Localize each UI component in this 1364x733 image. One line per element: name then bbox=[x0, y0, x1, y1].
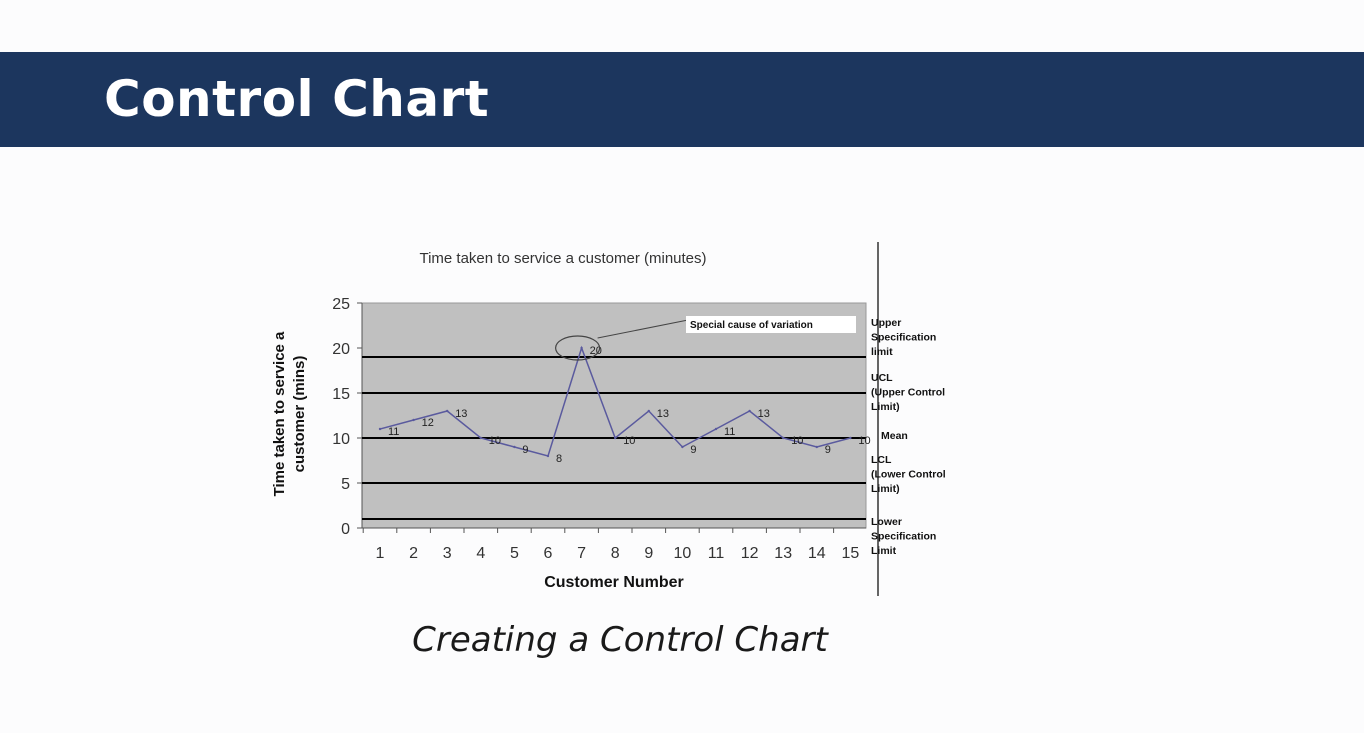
y-tick-label: 10 bbox=[332, 431, 350, 448]
data-label: 10 bbox=[489, 435, 501, 447]
data-point bbox=[446, 409, 449, 413]
data-label: 8 bbox=[556, 453, 562, 465]
reference-line-label: UCL (Upper Control Limit) bbox=[871, 372, 945, 413]
plot-area bbox=[361, 302, 867, 529]
x-tick-label: 6 bbox=[544, 545, 553, 562]
y-tick-label: 25 bbox=[332, 296, 350, 313]
reference-line-label: LCL (Lower Control Limit) bbox=[871, 454, 946, 495]
x-tick-label: 8 bbox=[611, 545, 620, 562]
annotation-leader-line bbox=[597, 319, 689, 339]
data-label: 10 bbox=[791, 435, 803, 447]
x-tick-label: 9 bbox=[644, 545, 653, 562]
slide-caption: Creating a Control Chart bbox=[412, 620, 828, 660]
data-point bbox=[849, 436, 852, 440]
x-tick-label: 13 bbox=[774, 545, 792, 562]
x-tick-label: 12 bbox=[741, 545, 759, 562]
reference-line-label: Upper Specification limit bbox=[871, 317, 936, 358]
data-point bbox=[815, 445, 818, 449]
x-axis-title: Customer Number bbox=[544, 574, 684, 591]
data-label: 10 bbox=[623, 435, 635, 447]
data-label: 13 bbox=[455, 408, 467, 420]
data-point bbox=[714, 427, 718, 431]
data-point bbox=[614, 436, 617, 440]
x-tick-label: 3 bbox=[443, 545, 452, 562]
data-label: 10 bbox=[858, 435, 870, 447]
data-label: 11 bbox=[388, 426, 399, 438]
data-point bbox=[479, 436, 482, 440]
y-tick-label: 0 bbox=[341, 521, 350, 538]
data-label: 9 bbox=[825, 444, 831, 456]
y-axis-title: Time taken to service a bbox=[271, 331, 288, 496]
data-label: 9 bbox=[522, 444, 528, 456]
data-label: 13 bbox=[758, 408, 770, 420]
x-tick-label: 15 bbox=[842, 545, 860, 562]
slide-header-bar bbox=[0, 52, 1364, 147]
y-tick-label: 20 bbox=[332, 341, 350, 358]
data-point bbox=[647, 409, 650, 413]
data-point bbox=[378, 427, 382, 431]
data-point bbox=[748, 409, 751, 413]
x-tick-label: 4 bbox=[476, 545, 485, 562]
annotation-text: Special cause of variation bbox=[690, 320, 813, 331]
data-point bbox=[546, 454, 550, 458]
y-tick-label: 5 bbox=[341, 476, 350, 493]
data-label: 11 bbox=[724, 426, 735, 438]
y-tick-label: 15 bbox=[332, 386, 350, 403]
x-tick-label: 11 bbox=[708, 545, 725, 562]
x-tick-label: 2 bbox=[409, 545, 418, 562]
data-point bbox=[782, 436, 785, 440]
x-tick-label: 1 bbox=[376, 545, 385, 562]
data-point bbox=[580, 346, 583, 350]
data-point bbox=[412, 418, 415, 422]
x-tick-label: 5 bbox=[510, 545, 519, 562]
reference-line-label: Mean bbox=[881, 430, 908, 442]
x-tick-label: 10 bbox=[674, 545, 692, 562]
annotation-circle bbox=[554, 335, 601, 361]
data-point bbox=[513, 445, 516, 449]
y-axis-title: customer (mins) bbox=[291, 356, 308, 473]
reference-line-label: Lower Specification Limit bbox=[871, 516, 936, 557]
slide-title: Control Chart bbox=[104, 70, 490, 128]
x-tick-label: 14 bbox=[808, 545, 826, 562]
data-label: 9 bbox=[690, 444, 696, 456]
data-label: 13 bbox=[657, 408, 669, 420]
annotation-box bbox=[686, 316, 856, 333]
data-label: 20 bbox=[590, 345, 602, 357]
data-label: 12 bbox=[422, 417, 434, 429]
chart-title: Time taken to service a customer (minute… bbox=[419, 250, 706, 267]
x-tick-label: 7 bbox=[577, 545, 586, 562]
data-point bbox=[681, 445, 684, 449]
